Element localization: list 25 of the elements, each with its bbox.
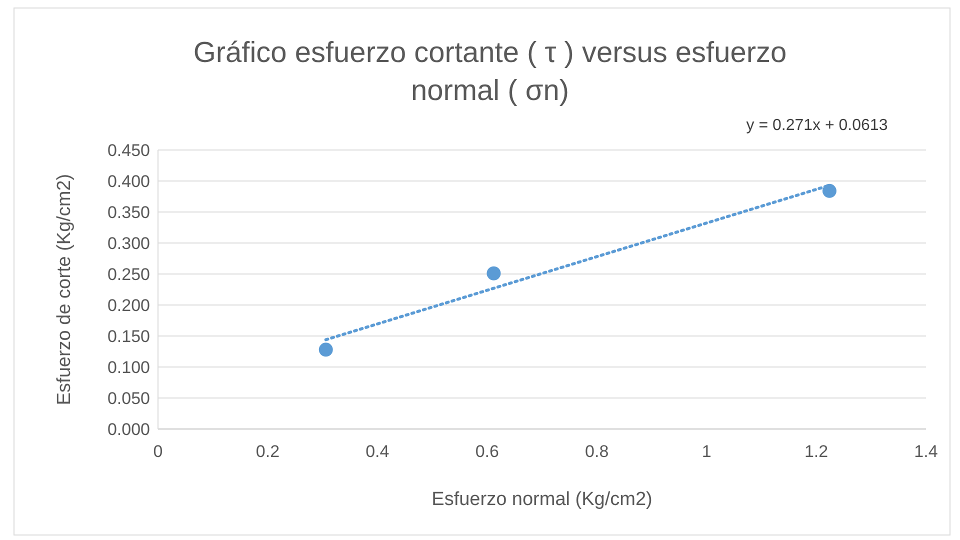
point [822, 184, 836, 198]
y-tick-label: 0.300 [107, 234, 150, 253]
y-tick-label: 0.150 [107, 326, 150, 346]
y-tick-label: 0.250 [107, 264, 150, 284]
point [486, 266, 501, 280]
y-tick-label: 0.000 [107, 420, 150, 439]
x-tick-label: 0.2 [256, 442, 280, 461]
y-tick-label: 0.350 [107, 202, 150, 222]
text: y = 0.271x + 0.0613 [746, 117, 888, 134]
x-tick-label: 0 [153, 442, 163, 461]
point [318, 342, 333, 357]
y-tick-label: 0.050 [107, 388, 150, 408]
y-tick-label: 0.450 [107, 140, 150, 160]
x-tick-label: 0.4 [366, 442, 390, 461]
x-tick-label: 1.2 [804, 442, 828, 461]
x-axis-title: Esfuerzo normal (Kg/cm2) [432, 489, 652, 510]
x-tick-label: 1 [702, 442, 712, 461]
x-tick-label: 0.8 [585, 442, 609, 461]
y-axis-title: Esfuerzo de corte (Kg/cm2) [54, 174, 75, 406]
x-tick-label: 0.6 [475, 442, 499, 461]
x-tick-label: 1.4 [914, 442, 938, 461]
chart-title: Gráfico esfuerzo cortante ( τ ) versus esfuerzo normal ( σn) [193, 37, 787, 107]
y-tick-label: 0.200 [107, 296, 150, 315]
y-tick-label: 0.400 [107, 172, 150, 191]
y-tick-label: 0.100 [107, 358, 150, 377]
